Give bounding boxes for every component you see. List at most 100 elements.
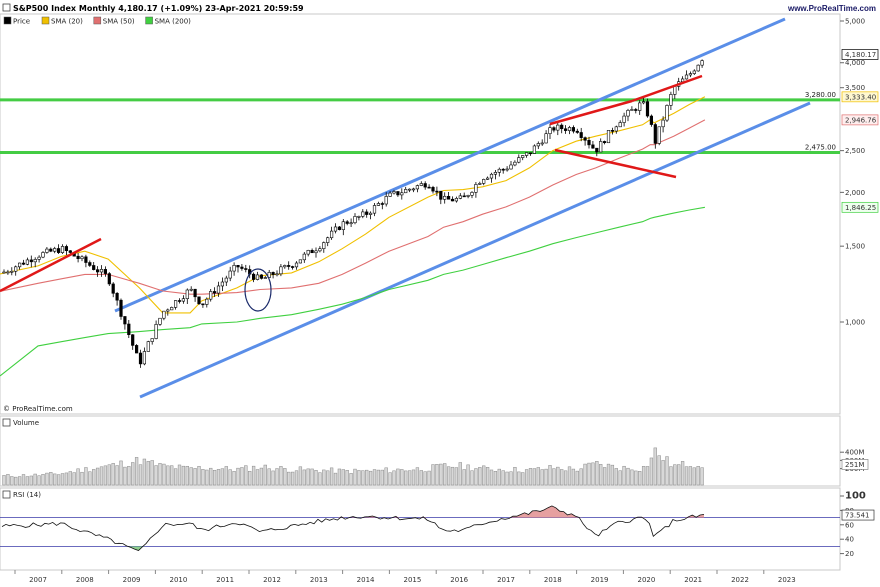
candle-body: [446, 195, 451, 200]
volume-bar: [216, 469, 221, 486]
volume-bar: [470, 470, 474, 486]
candle-body: [431, 187, 435, 192]
candle-body: [630, 109, 634, 111]
candle-body: [532, 145, 536, 154]
brand-label: www.ProRealTime.com: [787, 4, 876, 13]
candle-body: [384, 196, 388, 205]
volume-bar: [166, 465, 170, 486]
volume-bar: [72, 472, 76, 486]
volume-bar: [439, 463, 443, 486]
volume-bar: [10, 476, 14, 486]
candle-body: [76, 255, 80, 259]
candle-body: [411, 188, 416, 191]
menu-icon[interactable]: [2, 3, 11, 12]
volume-menu-icon[interactable]: [2, 418, 11, 427]
candle-body: [688, 73, 692, 76]
legend-swatch: [93, 16, 102, 25]
rsi-tick-label: 20: [845, 550, 854, 558]
volume-bar: [209, 467, 213, 486]
volume-bar: [540, 469, 544, 486]
volume-bar: [602, 467, 607, 486]
volume-bar: [626, 467, 630, 486]
candle-body: [103, 269, 107, 274]
candle-body: [275, 273, 279, 276]
volume-bar: [236, 467, 240, 486]
candle-body: [115, 292, 119, 301]
candle-body: [587, 139, 591, 146]
volume-bar: [314, 470, 318, 486]
volume-bar: [649, 457, 654, 486]
time-tick-label: 2018: [544, 576, 562, 584]
volume-bar: [645, 466, 650, 486]
volume-bar: [341, 469, 345, 486]
candle-body: [341, 221, 345, 230]
candle-body: [53, 248, 57, 252]
candle-body: [236, 264, 240, 268]
candle-body: [517, 157, 521, 163]
volume-bar: [610, 464, 615, 486]
volume-bar: [33, 473, 37, 486]
candle-body: [524, 152, 529, 156]
candle-body: [189, 288, 193, 291]
time-tick-label: 2023: [778, 576, 796, 584]
volume-bar: [673, 464, 677, 486]
volume-bar: [372, 469, 377, 486]
candle-body: [563, 128, 568, 131]
volume-bar: [361, 470, 365, 486]
volume-bar: [599, 464, 603, 486]
candle-body: [127, 323, 131, 335]
candle-body: [99, 269, 104, 273]
volume-bar: [158, 463, 162, 486]
volume-bar: [688, 466, 693, 486]
volume-bar: [532, 468, 537, 486]
candle-body: [263, 277, 267, 279]
volume-bar: [123, 466, 127, 486]
horizontal-level-label: 3,280.00: [805, 91, 836, 99]
candle-body: [357, 216, 361, 218]
volume-badge-label: 251M: [845, 461, 864, 469]
volume-bar: [653, 447, 657, 486]
candle-body: [224, 277, 228, 283]
candle-body: [470, 192, 474, 196]
candle-body: [372, 205, 377, 214]
candle-body: [505, 168, 509, 171]
volume-bar: [290, 471, 295, 486]
candle-body: [540, 142, 544, 145]
volume-bar: [641, 466, 646, 486]
volume-bar: [388, 472, 392, 486]
volume-bar: [251, 465, 256, 486]
rsi-menu-icon[interactable]: [2, 490, 11, 499]
volume-bar: [14, 476, 18, 486]
volume-bar: [392, 470, 396, 486]
trendline-lower-2018: [554, 148, 677, 179]
rsi-tick-label: 60: [845, 521, 854, 529]
volume-bar: [177, 464, 182, 486]
volume-bar: [427, 470, 431, 486]
price-badge: [841, 91, 879, 103]
volume-bar: [357, 470, 361, 486]
candle-body: [641, 101, 646, 104]
volume-bar: [466, 464, 470, 486]
volume-bar: [400, 469, 404, 486]
candle-body: [314, 250, 318, 254]
candle-body: [474, 184, 478, 193]
volume-bar: [407, 470, 412, 486]
candle-body: [205, 298, 209, 305]
volume-bar: [181, 465, 186, 486]
candle-body: [131, 334, 135, 346]
candle-body: [213, 291, 217, 294]
candle-body: [509, 164, 513, 170]
candle-body: [528, 152, 533, 155]
candle-body: [376, 203, 381, 206]
candle-body: [279, 266, 283, 275]
time-tick-label: 2008: [76, 576, 94, 584]
candle-body: [466, 195, 470, 197]
candle-body: [365, 211, 369, 215]
volume-bar: [193, 468, 197, 486]
candle-body: [240, 266, 244, 269]
rsi-path: [1, 505, 705, 551]
candle-body: [485, 177, 490, 180]
volume-bar: [197, 466, 201, 486]
